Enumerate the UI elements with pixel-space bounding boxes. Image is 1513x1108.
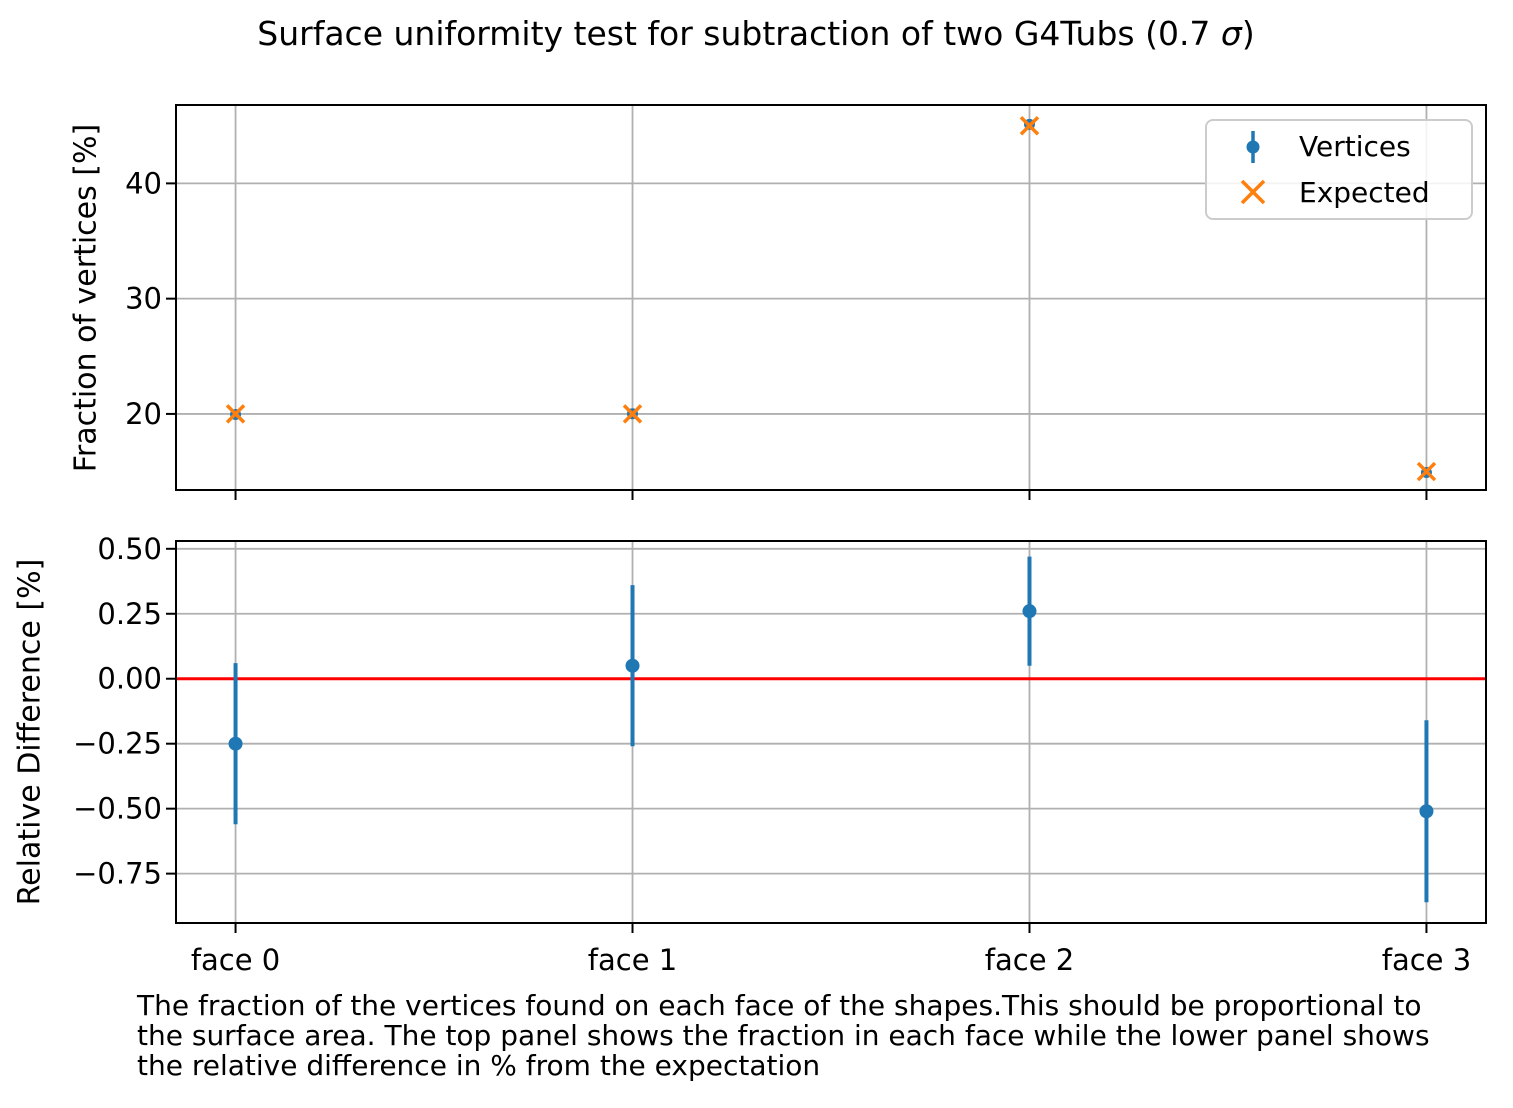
x-marker-icon bbox=[1207, 172, 1299, 212]
legend-label: Vertices bbox=[1299, 130, 1411, 164]
x-tick-label: face 2 bbox=[985, 943, 1074, 977]
expected-x-marker-face-3 bbox=[1416, 461, 1437, 482]
legend-x bbox=[1240, 180, 1266, 205]
chart-title: Surface uniformity test for subtraction … bbox=[257, 14, 1254, 53]
figure-caption: The fraction of the vertices found on ea… bbox=[137, 989, 1430, 1082]
y-tick-label: 0.50 bbox=[97, 532, 162, 566]
legend-entry-expected: Expected bbox=[1207, 172, 1471, 212]
bottom-panel: face 0 face 1 face 2 face 3 0.50 0.25 0.00 −0.2… bbox=[73, 532, 1487, 977]
y-tick-label: −0.50 bbox=[73, 792, 162, 826]
x-tick-label: face 3 bbox=[1382, 943, 1471, 977]
errorbar-dot-icon bbox=[1207, 127, 1299, 167]
panel-border bbox=[175, 540, 1487, 924]
legend-dot bbox=[1246, 140, 1260, 154]
vertices-point-face-2 bbox=[1022, 604, 1037, 619]
vertices-point-face-1 bbox=[625, 658, 640, 673]
top-panel: 20 30 40 bbox=[125, 104, 1487, 500]
y-tick-label: 0.25 bbox=[97, 597, 162, 631]
vertices-point-face-3 bbox=[1419, 804, 1434, 819]
y-tick-label: 40 bbox=[125, 166, 162, 200]
y-tick-label: 0.00 bbox=[97, 662, 162, 696]
x-tick-label: face 0 bbox=[191, 943, 280, 977]
expected-x-marker-face-0 bbox=[225, 404, 246, 424]
vertices-point-face-0 bbox=[228, 736, 243, 751]
x-tick-label: face 1 bbox=[588, 943, 677, 977]
y-tick-label: 30 bbox=[125, 282, 162, 316]
y-tick-label: 20 bbox=[125, 397, 162, 431]
legend-label: Expected bbox=[1299, 175, 1430, 209]
y-tick-label: −0.25 bbox=[73, 727, 162, 761]
expected-x-marker-face-1 bbox=[622, 404, 643, 424]
y-tick-label: −0.75 bbox=[73, 857, 162, 891]
legend: Vertices Expected bbox=[1205, 119, 1473, 220]
legend-entry-vertices: Vertices bbox=[1207, 127, 1471, 167]
chart-title-close: ) bbox=[1241, 14, 1255, 53]
panel-border bbox=[175, 104, 1487, 491]
chart-title-text: Surface uniformity test for subtraction … bbox=[257, 14, 1221, 53]
chart-title-sigma: σ bbox=[1220, 14, 1242, 53]
expected-x-marker-face-2 bbox=[1019, 116, 1040, 136]
